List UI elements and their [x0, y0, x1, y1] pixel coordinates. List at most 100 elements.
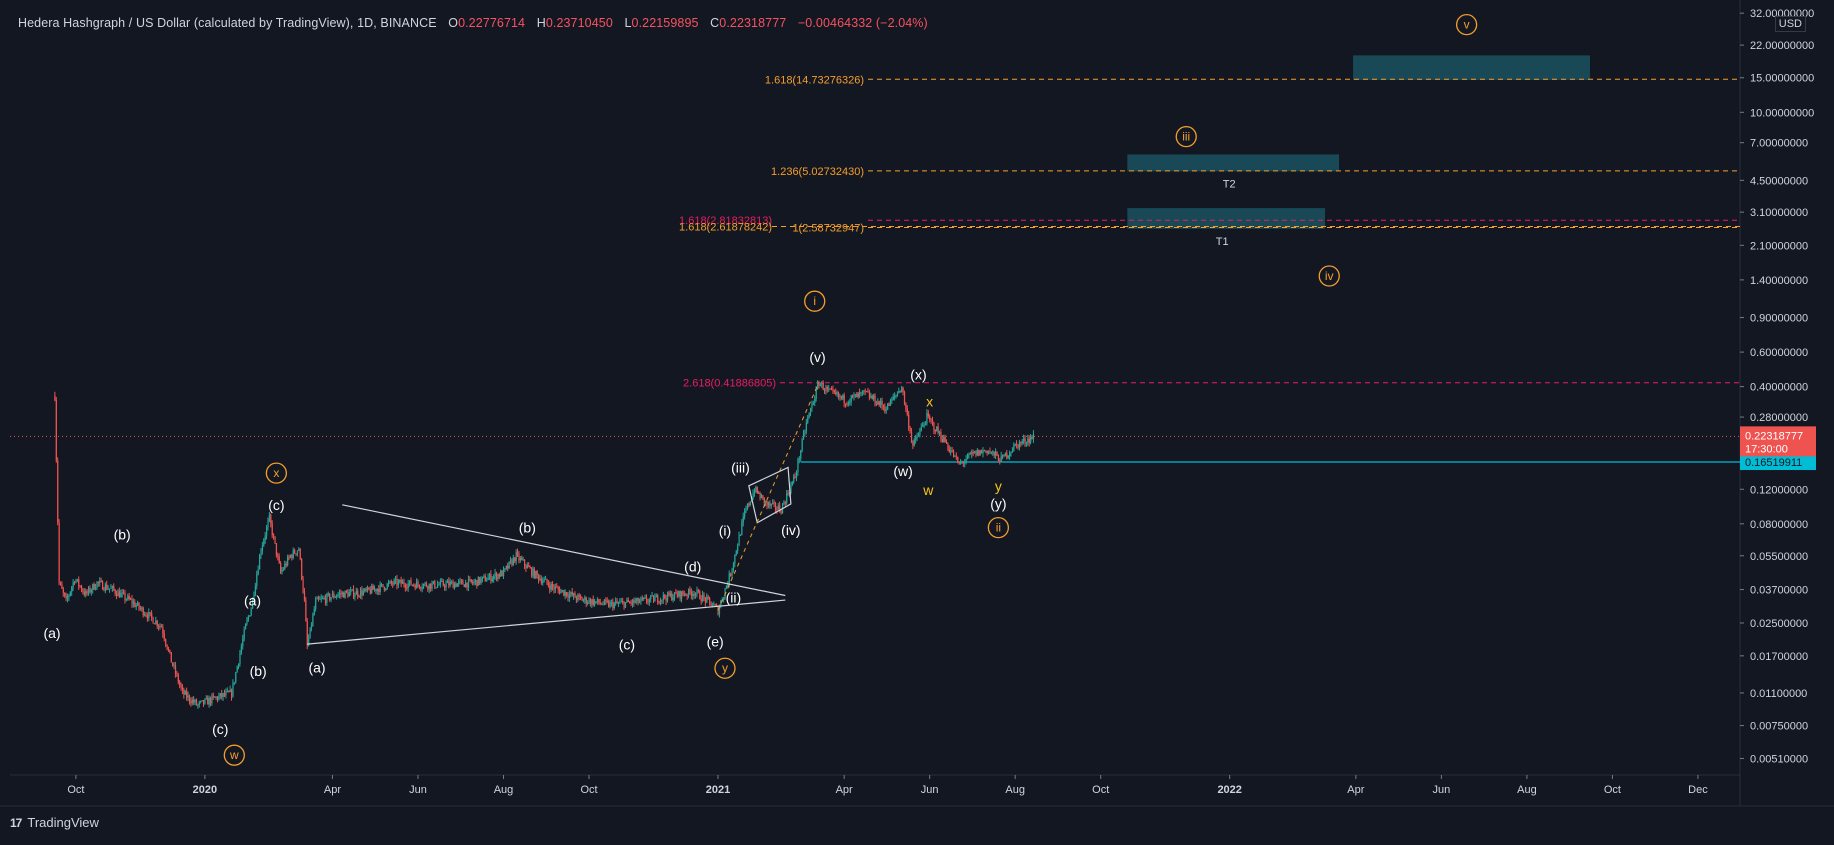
candle-body: [671, 593, 673, 600]
candle-body: [83, 591, 86, 595]
candle-body: [364, 588, 366, 592]
candle-body: [90, 590, 93, 593]
candle-body: [969, 453, 972, 455]
candle-body: [127, 596, 129, 600]
candle-body: [117, 591, 119, 597]
candle-body: [847, 402, 850, 405]
candle-body: [615, 601, 617, 604]
candle-body: [110, 587, 112, 589]
y-tick-label: 15.00000000: [1750, 73, 1814, 85]
candle-body: [860, 392, 862, 394]
candle-body: [80, 586, 83, 591]
candle-body: [481, 576, 484, 579]
candle-body: [428, 583, 430, 590]
wave-label: w: [922, 482, 934, 498]
candle-body: [741, 522, 743, 535]
candle-body: [54, 395, 56, 401]
candle-body: [123, 592, 125, 594]
candle-body: [993, 451, 995, 456]
candle-body: [158, 626, 160, 628]
candle-body: [605, 599, 607, 601]
candle-body: [725, 585, 728, 589]
wave-label: x: [273, 466, 279, 480]
candle-body: [786, 493, 788, 504]
candle-body: [967, 454, 969, 460]
candle-body: [648, 599, 650, 603]
wave-label: i: [813, 294, 816, 308]
wave-label: (w): [893, 463, 912, 479]
candle-body: [65, 595, 67, 599]
y-tick-label: 0.90000000: [1750, 313, 1808, 325]
wave-label: iv: [1325, 269, 1334, 283]
candle-body: [962, 462, 965, 464]
candle-body: [812, 403, 815, 405]
candle-body: [951, 450, 953, 452]
wave-label: ii: [996, 521, 1001, 535]
candle-body: [934, 430, 936, 432]
candle-body: [661, 599, 663, 601]
candle-body: [204, 699, 206, 704]
candle-body: [132, 601, 135, 604]
candle-body: [947, 443, 949, 449]
candle-body: [616, 601, 618, 604]
change-value: −0.00464332 (−2.04%): [797, 16, 928, 30]
candle-body: [264, 535, 266, 541]
candle-body: [905, 403, 907, 409]
candle-body: [878, 401, 880, 405]
candle-body: [310, 625, 313, 628]
candle-body: [333, 593, 335, 598]
candle-body: [787, 493, 789, 495]
currency-label[interactable]: USD: [1774, 16, 1806, 32]
candle-body: [598, 599, 600, 603]
candle-body: [113, 586, 115, 590]
candle-body: [114, 589, 116, 594]
x-tick-label: Jun: [1433, 784, 1451, 796]
y-tick-label: 0.12000000: [1750, 484, 1808, 496]
candle-body: [852, 395, 854, 397]
candle-body: [857, 392, 859, 398]
x-tick-label: Oct: [1604, 784, 1621, 796]
candle-body: [990, 451, 993, 453]
candle-body: [968, 453, 970, 455]
candle-body: [153, 623, 156, 625]
x-tick-label: Apr: [836, 784, 853, 796]
candle-body: [609, 602, 611, 607]
candle-body: [525, 565, 527, 569]
candle-body: [438, 584, 440, 586]
last-price-label: 0.22318777: [1745, 430, 1803, 442]
candle-body: [221, 693, 223, 697]
candle-body: [218, 695, 220, 700]
candle-body: [1011, 450, 1014, 453]
candle-body: [759, 493, 761, 499]
candle-body: [674, 592, 676, 598]
candle-body: [338, 593, 341, 595]
candle-body: [773, 502, 775, 504]
candle-body: [267, 520, 269, 528]
candle-body: [493, 575, 495, 579]
candle-body: [711, 605, 714, 607]
wave-label: (b): [519, 520, 536, 536]
candle-body: [160, 625, 163, 628]
candle-body: [169, 649, 171, 652]
tradingview-logo[interactable]: 17 TradingView: [10, 815, 99, 830]
close-label: C: [710, 16, 720, 30]
candle-body: [424, 583, 426, 585]
wave-circle: [1318, 265, 1340, 287]
candle-body: [567, 595, 569, 598]
candle-body: [818, 384, 820, 386]
target-box: [1127, 208, 1326, 229]
candle-body: [861, 391, 864, 393]
candle-body: [302, 578, 304, 592]
candle-body: [1004, 452, 1007, 457]
candle-body: [881, 400, 883, 406]
candle-body: [463, 584, 465, 587]
wave-circle: [223, 744, 245, 766]
candle-body: [919, 430, 921, 435]
y-tick-label: 0.02500000: [1750, 618, 1808, 630]
wave-label: (iii): [731, 459, 750, 475]
candle-body: [125, 599, 128, 601]
candle-body: [693, 594, 695, 596]
candle-body: [296, 550, 299, 554]
